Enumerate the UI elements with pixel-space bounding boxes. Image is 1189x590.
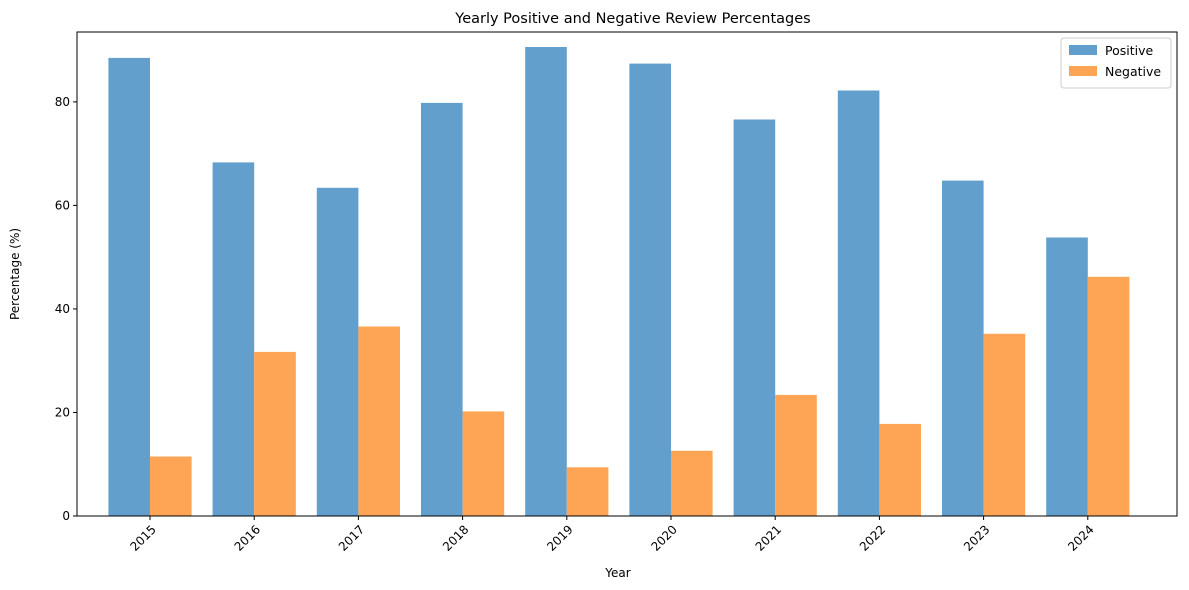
x-tick-label: 2023: [961, 522, 992, 553]
x-tick-label: 2022: [857, 522, 888, 553]
bar-positive-2019: [525, 47, 567, 516]
x-tick-label: 2024: [1065, 522, 1096, 553]
bar-negative-2024: [1087, 276, 1130, 516]
legend-swatch-negative: [1069, 66, 1097, 76]
x-tick-label: 2017: [336, 522, 367, 553]
legend-swatch-positive: [1069, 45, 1097, 55]
x-tick-label: 2021: [753, 522, 784, 553]
legend-label-negative: Negative: [1105, 64, 1161, 79]
bar-positive-2017: [316, 187, 359, 517]
bar-negative-2017: [358, 326, 400, 516]
bar-positive-2020: [629, 63, 671, 516]
bar-positive-2022: [837, 90, 880, 516]
x-tick-label: 2020: [648, 522, 679, 553]
x-axis-label: Year: [604, 566, 630, 580]
y-tick-label: 20: [55, 405, 70, 419]
y-tick-label: 60: [55, 198, 70, 212]
bar-positive-2023: [942, 180, 984, 516]
y-tick-label: 40: [55, 302, 70, 316]
y-axis-label: Percentage (%): [8, 228, 22, 320]
bar-negative-2023: [983, 333, 1026, 516]
x-tick-label: 2015: [127, 522, 158, 553]
bar-negative-2016: [254, 351, 296, 516]
bar-positive-2021: [733, 119, 776, 516]
x-axis: 2015 2016 2017 2018 2019 2020 2021 2022 2023 2024: [127, 516, 1097, 554]
y-tick-label: 0: [62, 509, 70, 523]
chart-title: Yearly Positive and Negative Review Perc…: [454, 11, 810, 27]
bar-negative-2022: [879, 423, 921, 516]
x-tick-label: 2019: [544, 522, 575, 553]
bar-positive-2018: [421, 102, 463, 517]
bar-negative-2018: [462, 411, 505, 516]
x-tick-label: 2018: [440, 522, 471, 553]
y-axis: 0 20 40 60 80: [55, 95, 77, 523]
plot-frame: [76, 31, 1178, 517]
bar-negative-2015: [150, 456, 192, 516]
bar-negative-2021: [775, 394, 817, 516]
bar-negative-2019: [566, 467, 609, 516]
bar-positive-2015: [108, 57, 150, 517]
legend: Positive Negative: [1060, 37, 1172, 89]
y-tick-label: 80: [55, 95, 70, 109]
legend-label-positive: Positive: [1105, 43, 1153, 58]
bar-positive-2024: [1046, 237, 1088, 516]
bar-negative-2020: [671, 450, 713, 516]
plot-area: [108, 47, 1130, 517]
bar-positive-2016: [212, 162, 255, 516]
x-tick-label: 2016: [232, 522, 263, 553]
